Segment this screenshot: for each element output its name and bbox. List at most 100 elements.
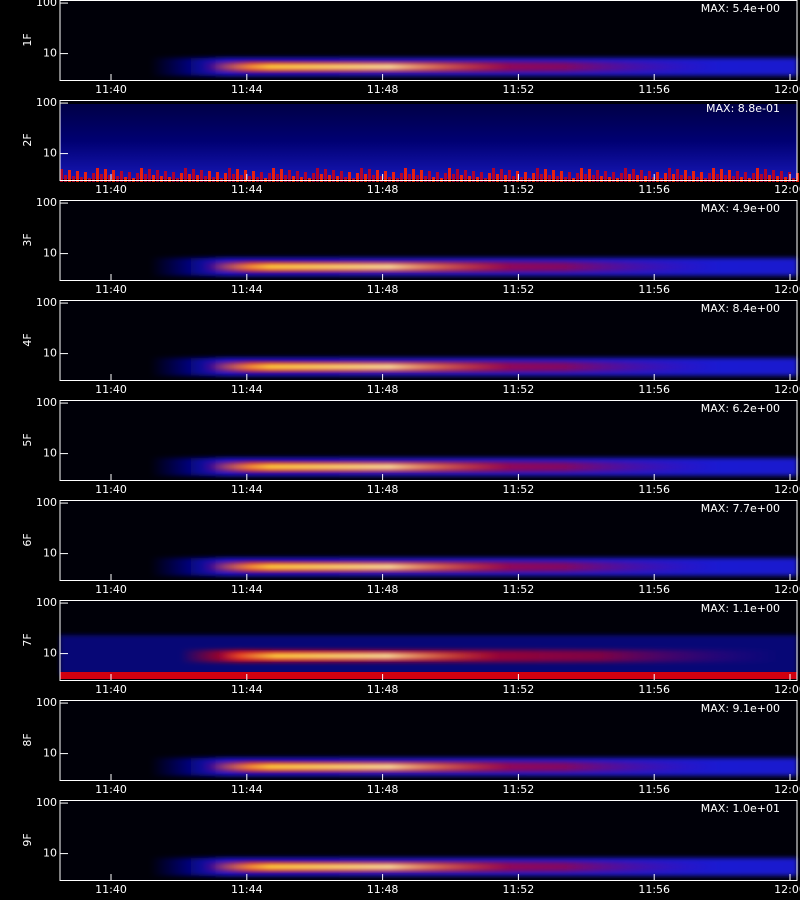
frame <box>59 500 798 581</box>
x-tick-label: 11:40 <box>95 183 127 196</box>
noise-stripe <box>444 173 447 182</box>
x-tick-label: 11:48 <box>367 683 399 696</box>
noise-stripe <box>304 172 307 182</box>
noise-stripe <box>684 170 687 182</box>
noise-stripe <box>116 176 119 182</box>
y-tick-label: 100 <box>36 296 57 309</box>
frame <box>59 600 798 681</box>
x-tick-label: 11:52 <box>503 683 535 696</box>
y-tick-label: 10 <box>43 347 57 360</box>
noise-stripe <box>408 174 411 182</box>
y-axis-label: 5F <box>21 433 34 446</box>
noise-stripe <box>372 175 375 182</box>
noise-stripe <box>412 169 415 182</box>
noise-stripe <box>676 169 679 182</box>
noise-stripe <box>568 172 571 182</box>
y-tick-label: 100 <box>36 596 57 609</box>
noise-stripe <box>632 169 635 182</box>
noise-stripe <box>224 173 227 182</box>
x-tick-label: 11:40 <box>95 83 127 96</box>
noise-stripe <box>348 172 351 182</box>
noise-stripe <box>120 171 123 182</box>
noise-stripe <box>148 169 151 182</box>
y-tick-label: 10 <box>43 247 57 260</box>
x-tick-label: 11:52 <box>503 383 535 396</box>
y-tick-label: 10 <box>43 747 57 760</box>
noise-stripe <box>456 169 459 182</box>
noise-stripe <box>276 174 279 182</box>
y-axis-label: 1F <box>21 33 34 46</box>
noise-stripe <box>604 171 607 182</box>
noise-stripe <box>244 170 247 182</box>
bottom-red <box>60 672 797 679</box>
x-tick-label: 11:56 <box>638 883 670 896</box>
noise-stripe <box>728 170 731 182</box>
noise-stripe <box>92 173 95 182</box>
noise-stripe <box>216 172 219 182</box>
x-tick-label: 11:52 <box>503 883 535 896</box>
noise-stripe <box>360 168 363 182</box>
noise-stripe <box>740 177 743 182</box>
x-tick-label: 11:56 <box>638 383 670 396</box>
noise-stripe <box>700 172 703 182</box>
noise-stripe <box>460 175 463 182</box>
y-axis-label: 7F <box>21 633 34 646</box>
noise-stripe <box>500 169 503 182</box>
noise-stripe <box>400 173 403 182</box>
core-hot <box>210 863 510 870</box>
noise-stripe <box>368 169 371 182</box>
noise-stripe <box>316 168 319 182</box>
noise-stripe <box>300 177 303 182</box>
noise-stripe <box>72 176 75 182</box>
x-tick-label: 11:48 <box>367 83 399 96</box>
x-tick-label: 11:44 <box>231 183 263 196</box>
panel: 10 100 11:40 11:44 11:48 11:52 11:56 12:00 4F MAX… <box>21 296 800 396</box>
noise-stripe <box>688 176 691 182</box>
noise-stripe <box>204 176 207 182</box>
noise-stripe <box>524 172 527 182</box>
noise-stripe <box>724 175 727 182</box>
x-tick-label: 11:44 <box>231 283 263 296</box>
x-tick-label: 11:56 <box>638 283 670 296</box>
noise-stripe <box>200 170 203 182</box>
noise-stripe <box>636 175 639 182</box>
max-annotation: MAX: 5.4e+00 <box>701 2 780 15</box>
noise-stripe <box>60 169 63 182</box>
noise-stripe <box>136 173 139 182</box>
noise-stripe <box>268 173 271 182</box>
noise-stripe <box>504 175 507 182</box>
noise-stripe <box>376 170 379 182</box>
noise-stripe <box>556 176 559 182</box>
noise-stripe <box>320 174 323 182</box>
core-hot <box>210 563 510 570</box>
noise-stripe <box>84 172 87 182</box>
noise-stripe <box>380 176 383 182</box>
x-tick-label: 11:52 <box>503 783 535 796</box>
frame <box>59 800 798 881</box>
noise-stripe <box>656 172 659 182</box>
noise-stripe <box>80 177 83 182</box>
x-tick-label: 11:44 <box>231 783 263 796</box>
x-tick-label: 11:44 <box>231 83 263 96</box>
y-tick-label: 100 <box>36 796 57 809</box>
x-tick-label: 11:40 <box>95 283 127 296</box>
noise-stripe <box>584 174 587 182</box>
noise-stripe <box>256 177 259 182</box>
x-tick-label: 11:40 <box>95 783 127 796</box>
noise-stripe <box>564 177 567 182</box>
x-tick-label: 12:00 <box>774 883 800 896</box>
noise-stripe <box>112 170 115 182</box>
frame <box>59 300 798 381</box>
y-tick-label: 100 <box>36 696 57 709</box>
noise-stripe <box>196 175 199 182</box>
x-tick-label: 12:00 <box>774 183 800 196</box>
noise-stripe <box>692 171 695 182</box>
x-tick-label: 11:52 <box>503 283 535 296</box>
frame <box>59 100 798 181</box>
noise-stripe <box>424 176 427 182</box>
x-tick-label: 11:56 <box>638 683 670 696</box>
noise-stripe <box>336 176 339 182</box>
panel: 10 100 11:40 11:44 11:48 11:52 11:56 12:00 8F MAX… <box>21 696 800 796</box>
noise-stripe <box>284 175 287 182</box>
noise-stripe <box>764 169 767 182</box>
